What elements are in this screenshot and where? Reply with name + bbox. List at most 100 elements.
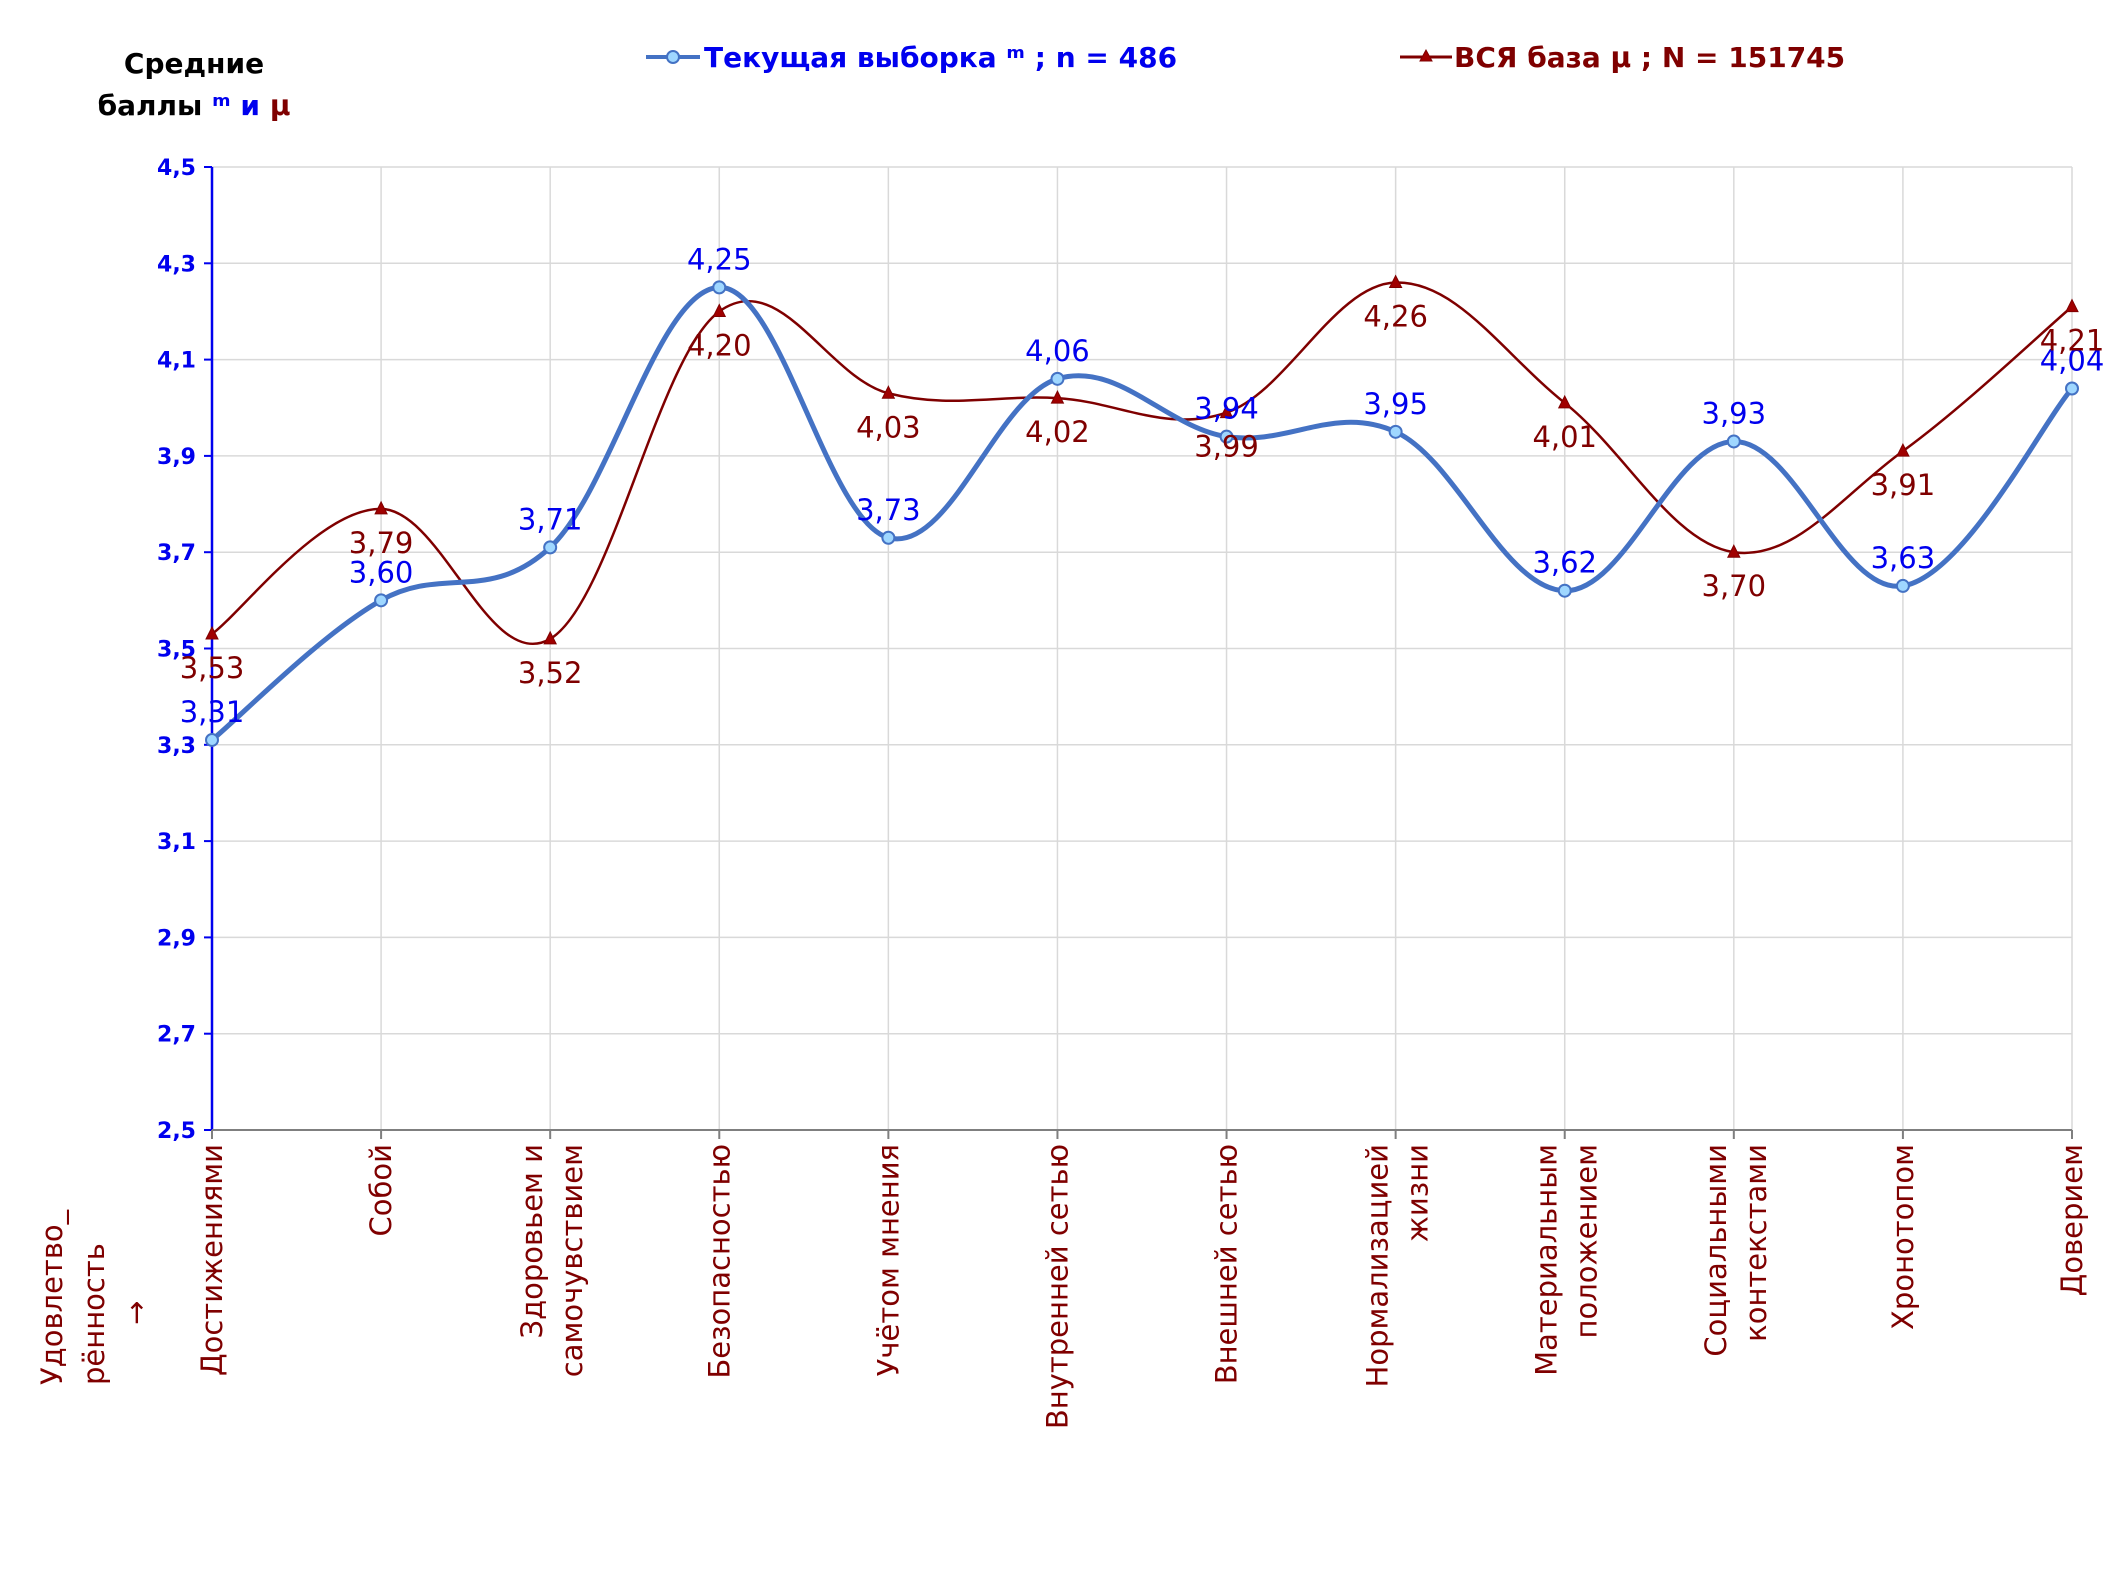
legend-label-base: ВСЯ база μ ; N = 151745 xyxy=(1454,41,1845,74)
x-category-label-line: Внешней сетью xyxy=(1210,1144,1244,1384)
x-category-label: Доверием xyxy=(2055,1144,2089,1296)
y-axis-title-line2: баллы ᵐ и μ xyxy=(98,89,291,122)
data-point-current xyxy=(1726,434,1741,449)
data-point-base xyxy=(1388,274,1403,289)
x-category-label: Здоровьем и самочувствием xyxy=(515,1144,589,1377)
data-point-base xyxy=(205,625,219,640)
series-line-current xyxy=(210,284,2074,742)
data-label-base: 4,02 xyxy=(1025,415,1090,449)
x-category-label-line: Учётом мнения xyxy=(871,1144,905,1376)
x-category-label-line: жизни xyxy=(1401,1144,1435,1242)
data-point-current xyxy=(1388,424,1403,439)
legend-marker-base xyxy=(1419,48,1433,62)
x-category-label: Безопасностью xyxy=(702,1144,736,1379)
gridlines xyxy=(212,166,2073,1130)
data-point-current xyxy=(712,280,727,295)
y-tick-label: 2,9 xyxy=(157,926,196,951)
data-point-base xyxy=(881,385,896,399)
data-point-current xyxy=(374,593,389,608)
data-label-base: 3,53 xyxy=(180,651,245,685)
data-point-current xyxy=(1895,578,1910,593)
data-label-base: 3,99 xyxy=(1194,430,1259,464)
data-label-base: 3,70 xyxy=(1702,569,1767,603)
data-point-current xyxy=(1050,371,1065,386)
x-category-label: Материальным положением xyxy=(1530,1144,1604,1376)
series-markers xyxy=(205,274,2079,747)
data-point-base xyxy=(543,630,557,645)
y-tick-label: 3,9 xyxy=(157,445,196,470)
x-category-label-line: Собой xyxy=(364,1144,398,1236)
x-category-label: Учётом мнения xyxy=(871,1144,905,1376)
legend-label-current: Текущая выборка ᵐ ; n = 486 xyxy=(704,41,1177,74)
y-tick-labels: 2,5 2,7 2,9 3,1 3,3 3,5 3,7 3,9 4,1 4,3 4,5 xyxy=(157,156,196,1144)
legend-marker-current xyxy=(666,50,680,64)
data-point-base xyxy=(1557,394,1572,409)
data-label-current: 3,63 xyxy=(1871,541,1936,575)
data-label-current: 3,71 xyxy=(518,502,583,536)
series-line-base xyxy=(211,281,2073,646)
y-tick-label: 3,5 xyxy=(157,638,196,663)
data-label-current: 4,04 xyxy=(2040,343,2105,377)
y-tick-label: 4,1 xyxy=(157,349,196,374)
data-point-current xyxy=(543,540,558,555)
data-point-base xyxy=(1219,404,1234,419)
data-point-current xyxy=(881,530,896,545)
y-tick-label: 2,7 xyxy=(157,1023,196,1048)
x-category-label-line: Материальным xyxy=(1530,1144,1564,1376)
data-point-current xyxy=(2065,381,2079,396)
y-tick-label: 4,3 xyxy=(157,252,196,277)
x-category-label-line: положением xyxy=(1570,1144,1604,1338)
data-point-current xyxy=(1557,583,1572,598)
y-tick-label: 3,1 xyxy=(157,830,196,855)
data-label-base: 4,21 xyxy=(2040,324,2105,358)
data-point-current xyxy=(1219,429,1234,444)
x-category-label: Нормализацией жизни xyxy=(1361,1144,1435,1387)
x-category-label: Внешней сетью xyxy=(1210,1144,1244,1384)
y-tick-label: 3,3 xyxy=(157,734,196,759)
x-category-label-line: Нормализацией xyxy=(1361,1144,1395,1387)
series-lines xyxy=(210,281,2074,742)
data-label-current: 3,93 xyxy=(1702,396,1767,430)
data-point-base xyxy=(712,303,727,317)
data-label-current: 3,60 xyxy=(349,555,414,589)
x-category-label: Достижениями xyxy=(195,1144,229,1376)
data-point-current xyxy=(205,732,219,747)
x-category-label: Внутренней сетью xyxy=(1040,1144,1074,1429)
data-label-base: 4,26 xyxy=(1363,300,1428,334)
data-point-base xyxy=(1050,390,1065,404)
x-category-label: Собой xyxy=(364,1144,398,1236)
x-category-label-line: Хронотопом xyxy=(1886,1144,1920,1330)
data-point-base xyxy=(374,500,388,515)
x-category-label-line: Доверием xyxy=(2055,1144,2089,1296)
data-label-current: 3,73 xyxy=(856,493,921,527)
data-label-base: 3,79 xyxy=(349,526,414,560)
data-label-base: 4,01 xyxy=(1532,420,1597,454)
x-axis-title-line1: Удовлетво_ xyxy=(35,1209,69,1385)
x-category-label-line: Внутренней сетью xyxy=(1040,1144,1074,1429)
x-axis-title-line2: рённость xyxy=(77,1243,111,1385)
data-label-base: 3,91 xyxy=(1871,468,1936,502)
x-category-label-line: контекстами xyxy=(1739,1144,1773,1342)
legend: Текущая выборка ᵐ ; n = 486 ВСЯ база μ ;… xyxy=(646,41,1845,74)
y-tick-label: 2,5 xyxy=(157,1119,196,1144)
data-label-base: 4,20 xyxy=(687,328,752,362)
data-point-base xyxy=(2065,298,2079,313)
x-category-label-line: Безопасностью xyxy=(702,1144,736,1379)
data-label-base: 4,03 xyxy=(856,410,921,444)
data-label-base: 3,52 xyxy=(518,656,583,690)
data-label-current: 4,06 xyxy=(1025,334,1090,368)
x-category-label-line: Достижениями xyxy=(195,1144,229,1376)
data-label-current: 3,62 xyxy=(1532,546,1597,580)
x-category-labels: Достижениями Собой Здоровьем и самочувствие… xyxy=(195,1144,2089,1429)
data-point-base xyxy=(1896,442,1910,457)
x-axis-title-arrow: → xyxy=(119,1301,153,1325)
axes xyxy=(204,166,2073,1139)
x-category-label-line: Здоровьем и xyxy=(515,1144,549,1339)
x-category-label: Социальными контекстами xyxy=(1699,1144,1773,1357)
data-labels: 3,31 3,60 3,71 4,25 3,73 4,06 3,94 3,95 3,62 3,93… xyxy=(180,242,2105,729)
y-tick-label: 3,7 xyxy=(157,541,196,566)
data-label-current: 4,25 xyxy=(687,242,752,276)
data-label-current: 3,94 xyxy=(1194,392,1259,426)
x-axis-title: Удовлетво_ рённость → xyxy=(35,1209,153,1385)
